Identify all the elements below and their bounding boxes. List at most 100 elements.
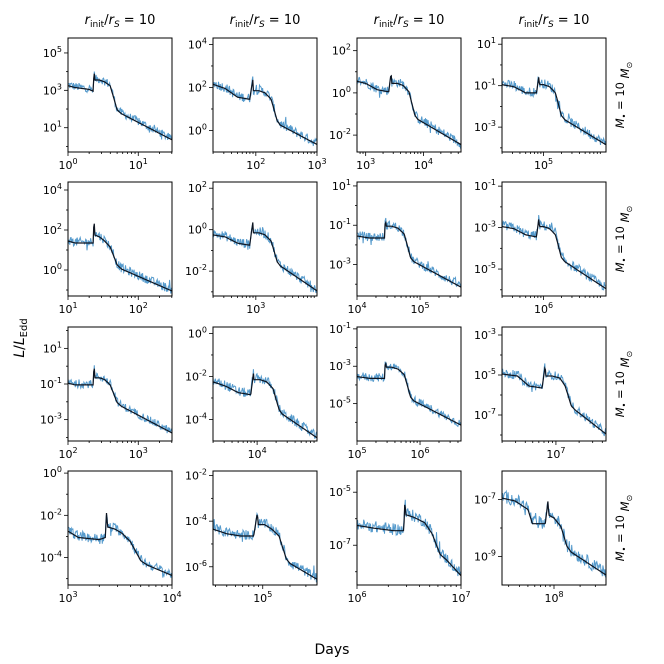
y-tick-label: 10-9 [474, 549, 496, 564]
y-tick-label: 105 [43, 45, 62, 60]
y-tick-label: 10-4 [185, 513, 207, 528]
series-smooth-line [67, 512, 173, 577]
x-tick-label: 105 [410, 301, 429, 316]
x-tick-label: 107 [546, 446, 565, 461]
subplot-r2-c1: 104 10-4 10-2 100 [185, 325, 318, 461]
y-tick-label: 10-3 [474, 220, 496, 235]
series-smooth-line [212, 373, 318, 439]
y-tick-label: 100 [188, 222, 207, 237]
axes-frame [501, 37, 607, 153]
axes-frame [212, 470, 318, 586]
series-noisy-line [356, 217, 462, 288]
y-tick-label: 10-5 [329, 396, 351, 411]
axes-frame [212, 181, 318, 297]
y-tick-label: 102 [332, 43, 351, 58]
y-tick-label: 10-3 [474, 119, 496, 134]
y-tick-label: 104 [188, 36, 207, 51]
series-noisy-line [212, 511, 318, 583]
figure-y-label: L/LEdd [12, 318, 30, 357]
y-tick-label: 101 [332, 178, 351, 193]
subplot-r2-c2: 105 106 10-5 10-3 10-1 [329, 321, 462, 461]
subplot-r3-c2: 106 107 10-7 10-5 [329, 470, 471, 605]
y-tick-label: 10-3 [474, 327, 496, 342]
series-noisy-line [67, 71, 173, 141]
axes-frame [356, 470, 462, 586]
series-noisy-line [356, 499, 462, 577]
y-tick-label: 101 [43, 120, 62, 135]
y-tick-label: 102 [188, 79, 207, 94]
y-tick-label: 100 [188, 325, 207, 340]
y-tick-label: 10-5 [329, 484, 351, 499]
x-tick-label: 105 [347, 446, 366, 461]
series-smooth-line [356, 361, 462, 426]
y-tick-label: 10-3 [40, 412, 62, 427]
x-tick-label: 103 [58, 590, 77, 605]
x-tick-label: 106 [410, 446, 429, 461]
y-tick-label: 10-3 [329, 358, 351, 373]
y-tick-label: 10-2 [329, 127, 351, 142]
y-tick-label: 102 [43, 222, 62, 237]
subplot-r0-c1: 102 103 100 102 104 [188, 36, 327, 172]
axes-frame [356, 37, 462, 153]
x-tick-label: 105 [534, 157, 553, 172]
axes-frame [501, 181, 607, 297]
y-tick-label: 10-7 [474, 407, 496, 422]
subplot-r1-c1: 103 10-2 100 102 [185, 180, 318, 316]
row-label-1: M• = 10 M⊙ [613, 206, 634, 273]
x-tick-label: 104 [162, 590, 181, 605]
series-smooth-line [501, 219, 607, 290]
y-tick-label: 10-6 [185, 559, 207, 574]
series-noisy-line [212, 223, 318, 294]
x-tick-label: 102 [246, 157, 265, 172]
series-smooth-line [501, 365, 607, 435]
x-tick-label: 103 [356, 157, 375, 172]
row-label-0: M• = 10 M⊙ [613, 62, 634, 129]
y-tick-label: 102 [188, 180, 207, 195]
series-smooth-line [212, 222, 318, 292]
row-label-2: M• = 10 M⊙ [613, 351, 634, 418]
subplot-r3-c0: 103 104 10-4 10-2 100 [40, 465, 182, 605]
axes-frame [67, 37, 173, 153]
series-noisy-line [356, 75, 462, 149]
y-tick-label: 104 [43, 182, 62, 197]
axes-frame [67, 470, 173, 586]
series-noisy-line [68, 514, 173, 579]
series-noisy-line [501, 76, 607, 145]
series-smooth-line [501, 77, 607, 146]
x-tick-label: 104 [414, 157, 433, 172]
axes-frame [212, 326, 318, 442]
subplot-r1-c3: 106 10-5 10-3 10-1 [474, 178, 607, 316]
y-tick-label: 100 [188, 122, 207, 137]
subplot-r1-c2: 104 105 10-3 10-1 101 [329, 178, 462, 316]
x-tick-label: 107 [451, 590, 470, 605]
series-smooth-line [357, 220, 462, 288]
series-noisy-line [67, 365, 173, 434]
axes-frame [356, 326, 462, 442]
x-tick-label: 104 [248, 446, 267, 461]
series-smooth-line [67, 73, 173, 141]
subplot-r1-c0: 101 102 100 102 104 [43, 181, 173, 316]
column-title-0: rinit/rS = 10 [85, 13, 156, 30]
y-tick-label: 10-1 [329, 321, 351, 336]
subplot-r2-c3: 107 10-7 10-5 10-3 [474, 326, 607, 461]
series-smooth-line [212, 79, 318, 145]
y-tick-label: 10-5 [474, 261, 496, 276]
y-tick-label: 10-2 [185, 468, 207, 483]
series-smooth-line [356, 74, 462, 146]
row-label-3: M• = 10 M⊙ [613, 495, 634, 562]
y-tick-label: 10-5 [474, 367, 496, 382]
y-tick-label: 10-7 [474, 492, 496, 507]
y-tick-label: 100 [43, 465, 62, 480]
series-noisy-line [67, 224, 173, 294]
y-tick-label: 101 [43, 340, 62, 355]
x-tick-label: 108 [544, 590, 563, 605]
y-tick-label: 10-1 [40, 376, 62, 391]
y-tick-label: 100 [43, 262, 62, 277]
axes-frame [212, 37, 318, 153]
series-smooth-line [501, 497, 607, 576]
y-tick-label: 10-2 [185, 263, 207, 278]
subplot-r3-c3: 108 10-9 10-7 [474, 470, 607, 605]
y-tick-label: 101 [477, 36, 496, 51]
y-tick-label: 10-2 [40, 507, 62, 522]
